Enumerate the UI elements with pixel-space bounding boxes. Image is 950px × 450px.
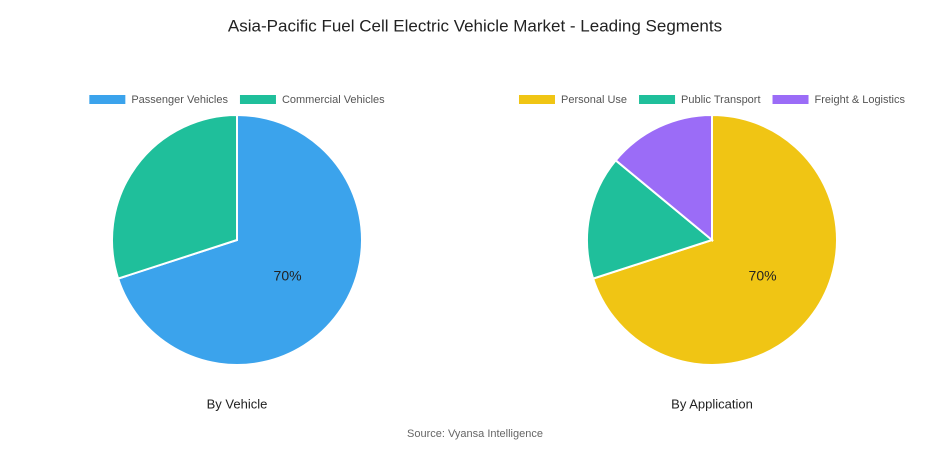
- legend: Personal Use Public Transport Freight & Lo…: [518, 94, 906, 106]
- legend-swatch: [639, 95, 676, 104]
- legend-label: Public Transport: [681, 94, 760, 106]
- legend: Passenger Vehicles Commercial Vehicles: [89, 94, 385, 106]
- pie-slice: [111, 113, 238, 280]
- pie-slice: [591, 113, 838, 366]
- legend-label: Freight & Logistics: [815, 94, 906, 106]
- legend-swatch: [518, 95, 555, 104]
- legend-label: Personal Use: [561, 94, 627, 106]
- pie-slice: [586, 158, 715, 280]
- value-label: 70%: [749, 267, 777, 283]
- legend-swatch: [89, 95, 126, 104]
- source: Source: Vyansa Intelligence: [407, 428, 543, 440]
- pie-slice: [614, 113, 713, 243]
- legend-label: Passenger Vehicles: [131, 94, 228, 106]
- legend-swatch: [772, 95, 809, 104]
- page-title: Asia-Pacific Fuel Cell Electric Vehicle …: [228, 16, 722, 35]
- value-label: 70%: [274, 267, 302, 283]
- legend-swatch: [239, 95, 276, 104]
- chart-title: By Application: [671, 396, 753, 411]
- pie-slice: [116, 113, 363, 366]
- chart-title: By Vehicle: [207, 396, 268, 411]
- legend-label: Commercial Vehicles: [282, 94, 385, 106]
